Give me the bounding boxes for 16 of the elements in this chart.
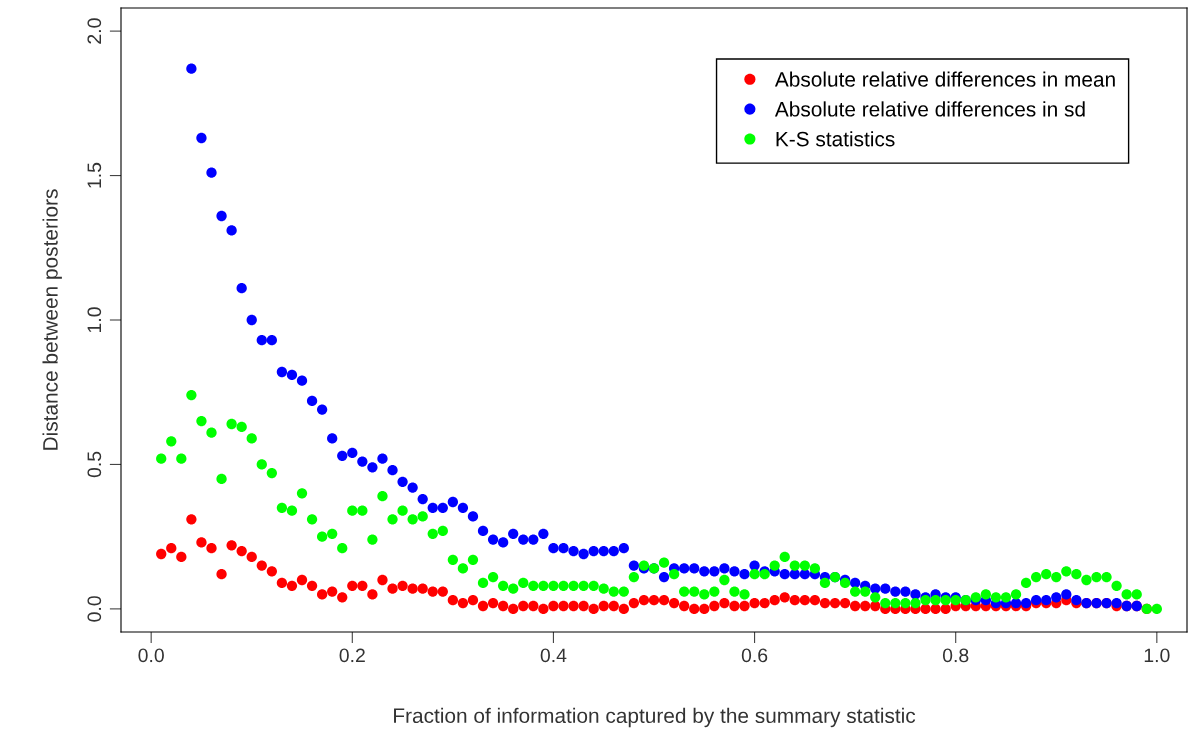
x-tick-label: 0.0 [138, 648, 164, 663]
legend-label: Absolute relative differences in mean [774, 71, 1115, 87]
y-tick-label: 0.0 [87, 596, 102, 622]
x-tick-label: 0.6 [741, 648, 768, 663]
y-tick-label: 2.0 [87, 18, 102, 44]
y-tick-label: 0.5 [87, 451, 102, 478]
legend-label: K-S statistics [776, 131, 895, 147]
y-tick-label: 1.5 [87, 162, 102, 188]
y-axis-title: Distance between posteriors [42, 189, 62, 450]
x-tick-label: 1.0 [1144, 648, 1170, 663]
x-axis-title: Fraction of information captured by the summary statistic [394, 707, 916, 728]
y-tick-label: 1.0 [87, 307, 102, 333]
x-tick-label: 0.4 [540, 648, 567, 663]
legend-label: Absolute relative differences in sd [774, 101, 1085, 117]
x-tick-label: 0.8 [942, 648, 969, 663]
x-tick-label: 0.2 [339, 648, 365, 663]
